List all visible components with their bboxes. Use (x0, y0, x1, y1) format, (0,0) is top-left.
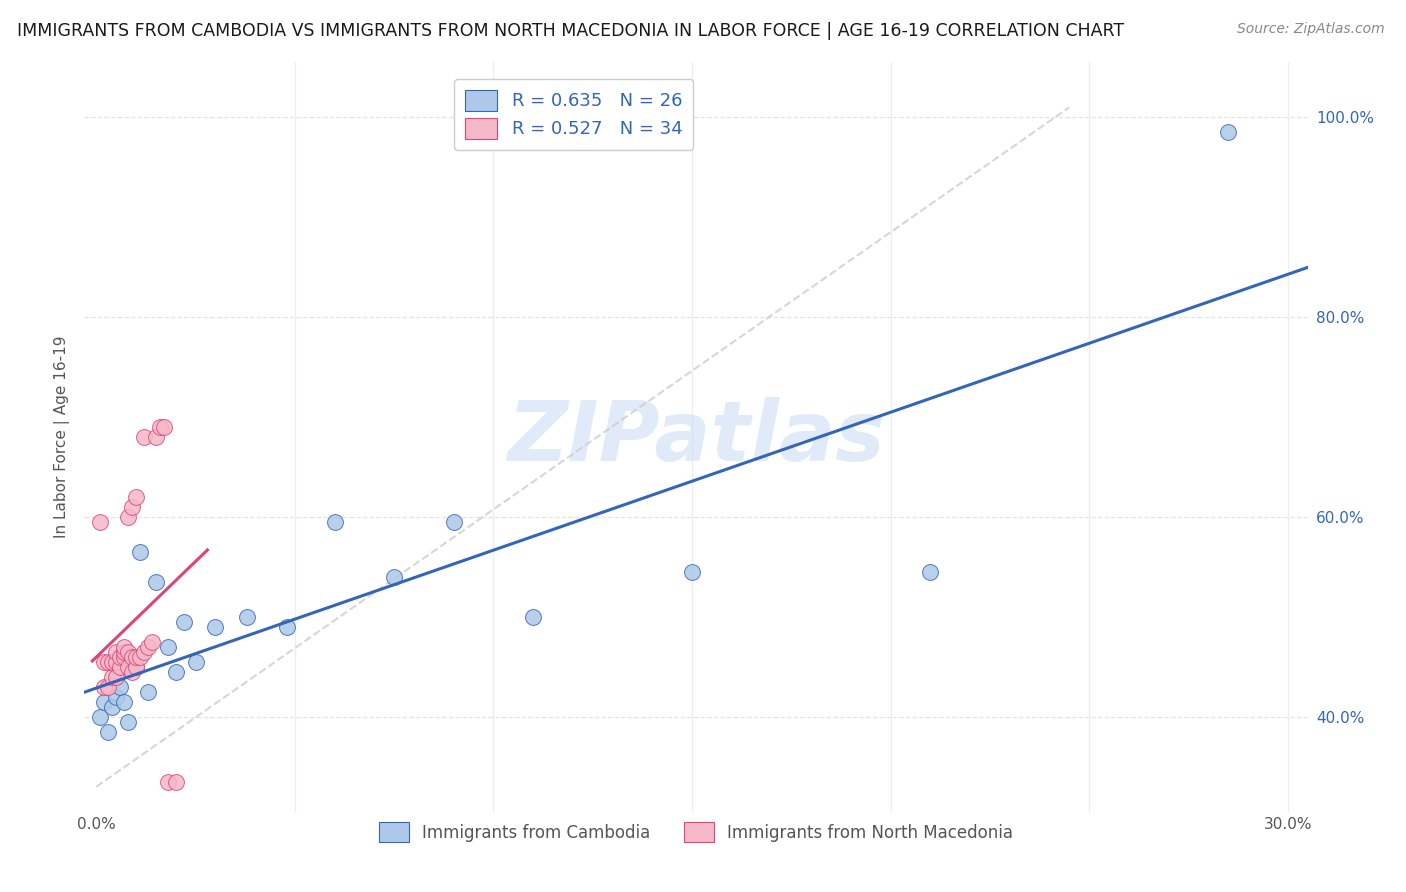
Point (93, 655, 115, 669)
Point (112, 640, 135, 654)
Point (125, 660, 148, 674)
Point (129, 545, 152, 559)
Point (93, 695, 115, 709)
Point (112, 645, 135, 659)
Point (156, 640, 179, 654)
Text: ZIPatlas: ZIPatlas (508, 397, 884, 477)
Point (112, 649, 135, 664)
Point (136, 685, 159, 699)
Point (117, 660, 139, 674)
Point (117, 510, 139, 524)
Point (276, 620, 298, 634)
Text: Source: ZipAtlas.com: Source: ZipAtlas.com (1237, 22, 1385, 37)
Point (152, 420, 174, 434)
Point (108, 660, 131, 674)
Point (97, 680, 120, 694)
Point (136, 640, 159, 654)
Point (204, 620, 226, 634)
Point (108, 680, 131, 694)
Point (443, 515, 465, 529)
Point (117, 714, 139, 729)
Point (920, 565, 942, 579)
Point (382, 570, 405, 584)
Point (149, 420, 172, 434)
Point (1218, 125, 1240, 139)
Point (121, 649, 143, 664)
Point (323, 515, 346, 529)
Point (105, 645, 128, 659)
Point (132, 645, 155, 659)
Point (93, 680, 115, 694)
Point (117, 645, 139, 659)
Point (125, 490, 148, 504)
Point (105, 670, 128, 684)
Point (681, 565, 703, 579)
Point (101, 699, 124, 714)
Point (173, 615, 195, 629)
Point (121, 665, 143, 679)
Point (184, 655, 207, 669)
Point (105, 655, 128, 669)
Point (97, 724, 120, 739)
Point (156, 774, 179, 789)
Point (112, 695, 135, 709)
Point (101, 670, 124, 684)
Point (132, 430, 155, 444)
Point (125, 649, 148, 664)
Point (108, 649, 131, 664)
Legend: Immigrants from Cambodia, Immigrants from North Macedonia: Immigrants from Cambodia, Immigrants fro… (373, 816, 1019, 848)
Point (129, 649, 152, 664)
Point (89, 710, 111, 724)
Point (141, 635, 163, 649)
Point (236, 610, 259, 624)
Text: IMMIGRANTS FROM CAMBODIA VS IMMIGRANTS FROM NORTH MACEDONIA IN LABOR FORCE | AGE: IMMIGRANTS FROM CAMBODIA VS IMMIGRANTS F… (17, 22, 1123, 40)
Point (145, 430, 167, 444)
Point (101, 655, 124, 669)
Point (125, 660, 148, 674)
Point (522, 610, 544, 624)
Y-axis label: In Labor Force | Age 16-19: In Labor Force | Age 16-19 (55, 335, 70, 539)
Point (97, 655, 120, 669)
Point (105, 690, 128, 704)
Point (165, 665, 187, 679)
Point (165, 774, 187, 789)
Point (121, 500, 143, 514)
Point (145, 574, 167, 589)
Point (89, 515, 111, 529)
